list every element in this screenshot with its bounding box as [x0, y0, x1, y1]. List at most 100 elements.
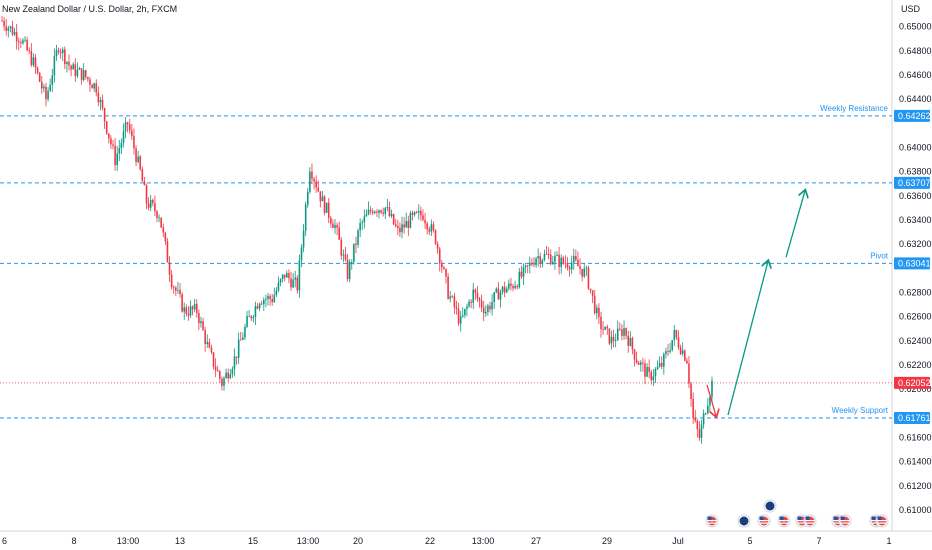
candle-body — [250, 316, 253, 319]
level-label: Weekly Resistance — [820, 104, 888, 113]
candle-body — [449, 296, 452, 299]
candle-body — [223, 378, 225, 386]
candle-body — [219, 371, 221, 379]
candle-body — [309, 171, 311, 192]
candle-body — [392, 214, 395, 225]
candle-body — [698, 429, 701, 438]
y-tick-label: 0.61400 — [899, 457, 932, 467]
candle-body — [575, 255, 577, 260]
candle-body — [334, 225, 336, 228]
candle-body — [438, 248, 441, 264]
candle-body — [629, 337, 632, 346]
candle-body — [145, 185, 148, 204]
projection-arrows — [706, 191, 805, 416]
candle-body — [472, 289, 475, 303]
candle-body — [313, 178, 315, 182]
candle-body — [579, 266, 581, 269]
candle-body — [702, 413, 705, 425]
candle-body — [403, 224, 405, 228]
candle-body — [120, 142, 123, 149]
flag-stripe — [779, 522, 789, 524]
candle-body — [445, 268, 447, 277]
candle-body — [256, 306, 259, 309]
candle-body — [198, 312, 200, 324]
candle-body — [103, 108, 106, 122]
candle-body — [644, 363, 646, 377]
flag-stripe — [779, 520, 789, 522]
candle-body — [187, 313, 190, 316]
candle-body — [214, 366, 217, 371]
candle-body — [193, 303, 196, 310]
candle-body — [610, 336, 613, 344]
candle-body — [441, 263, 443, 268]
candle-body — [319, 191, 322, 202]
candle-body — [170, 274, 173, 288]
candle-body — [216, 370, 219, 372]
y-tick-label: 0.62200 — [899, 360, 932, 370]
candle-body — [273, 295, 276, 303]
candle-body — [227, 372, 229, 379]
level-label: Pivot — [870, 251, 889, 260]
candle-body — [707, 405, 709, 414]
candle-body — [464, 308, 466, 316]
candle-body — [673, 330, 676, 341]
candle-body — [346, 259, 349, 280]
horizontal-levels: Weekly Resistance 0.64262 0.63707 Pivot 0.63… — [0, 104, 931, 424]
candle-body — [325, 202, 328, 213]
candle-body — [286, 273, 288, 278]
candle-body — [135, 148, 137, 163]
candle-body — [692, 398, 694, 419]
candle-body — [246, 316, 248, 327]
candle-body — [443, 267, 445, 269]
x-tick-label: 6 — [2, 536, 7, 546]
candle-body — [242, 337, 244, 340]
candle-body — [508, 283, 510, 289]
candle-body — [168, 262, 171, 275]
flag-canton — [759, 516, 764, 520]
candle-body — [91, 85, 93, 89]
current-price-badge — [894, 376, 930, 389]
candle-body — [380, 210, 382, 213]
candle-body — [156, 211, 158, 218]
candle-body — [53, 56, 56, 76]
candle-body — [164, 232, 167, 242]
candle-body — [116, 153, 118, 166]
flag-canton — [779, 516, 784, 520]
candle-body — [428, 229, 431, 232]
candle-body — [342, 254, 345, 256]
y-tick-label: 0.63400 — [899, 215, 932, 225]
projection-arrow-up-2 — [785, 191, 805, 258]
candle-body — [451, 296, 454, 298]
candle-body — [51, 75, 54, 85]
x-tick-label: 7 — [816, 536, 821, 546]
candle-body — [466, 306, 468, 309]
candle-body — [461, 315, 464, 317]
level-price-text: 0.64262 — [898, 111, 931, 121]
candle-body — [315, 181, 317, 188]
candle-body — [202, 321, 204, 331]
candle-body — [642, 362, 644, 364]
candle-body — [480, 300, 483, 308]
candle-body — [667, 351, 669, 352]
candle-body — [43, 86, 45, 89]
candle-body — [478, 298, 481, 301]
candle-body — [191, 306, 194, 310]
candle-body — [252, 317, 255, 319]
y-tick-label: 0.61200 — [899, 481, 932, 491]
y-tick-label: 0.63800 — [899, 167, 932, 177]
candle-body — [338, 227, 340, 240]
candle-body — [175, 287, 177, 291]
time-axis[interactable]: 6 8 13:00 13 15 13:00 20 22 13:00 27 29 Jul 5 7 1 — [2, 536, 892, 546]
candle-body — [401, 224, 403, 233]
price-axis[interactable]: 0.65000 0.64800 0.64600 0.64400 0.64000 0.638… — [899, 22, 932, 515]
candle-body — [74, 64, 77, 77]
candle-body — [491, 301, 493, 310]
candle-body — [38, 72, 41, 82]
candle-body — [420, 210, 422, 216]
candle-body — [409, 213, 412, 228]
economic-events[interactable] — [705, 499, 889, 528]
candle-body — [585, 267, 588, 269]
candle-body — [76, 69, 79, 77]
projection-arrow-up — [727, 261, 768, 416]
